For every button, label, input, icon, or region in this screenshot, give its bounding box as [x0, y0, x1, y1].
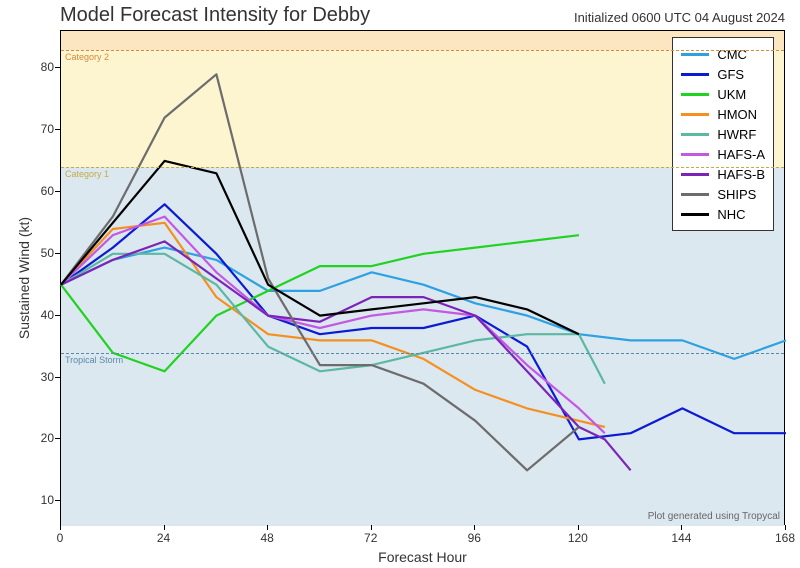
series-SHIPS: [61, 74, 579, 470]
legend-row-NHC: NHC: [681, 204, 765, 224]
legend-swatch: [681, 113, 709, 116]
threshold-ts: [61, 353, 784, 354]
legend-label: HAFS-B: [717, 167, 765, 182]
legend-swatch: [681, 193, 709, 196]
ytick: 20: [24, 431, 54, 445]
legend-label: HWRF: [717, 127, 756, 142]
legend-row-CMC: CMC: [681, 44, 765, 64]
legend-row-SHIPS: SHIPS: [681, 184, 765, 204]
xtick: 0: [57, 531, 64, 545]
ytick: 40: [24, 308, 54, 322]
legend-swatch: [681, 73, 709, 76]
ytick: 10: [24, 493, 54, 507]
legend-row-UKM: UKM: [681, 84, 765, 104]
threshold-cat1: [61, 167, 784, 168]
legend-swatch: [681, 93, 709, 96]
legend-label: GFS: [717, 67, 744, 82]
legend-label: UKM: [717, 87, 746, 102]
legend-swatch: [681, 213, 709, 216]
xtick: 24: [157, 531, 170, 545]
xtick: 120: [568, 531, 588, 545]
legend-swatch: [681, 133, 709, 136]
legend-swatch: [681, 153, 709, 156]
plot-area: Plot generated using Tropycal CMC GFS UKM H…: [60, 30, 785, 525]
legend-label: HAFS-A: [717, 147, 765, 162]
xtick: 168: [775, 531, 795, 545]
legend: CMC GFS UKM HMON HWRF HAFS-A HAFS-B SHIPS NHC: [672, 37, 774, 231]
chart-title: Model Forecast Intensity for Debby: [60, 4, 370, 27]
x-axis-label: Forecast Hour: [323, 549, 523, 565]
chart-subtitle: Initialized 0600 UTC 04 August 2024: [574, 10, 785, 25]
y-axis-label: Sustained Wind (kt): [16, 178, 32, 378]
ytick: 70: [24, 122, 54, 136]
xtick: 144: [671, 531, 691, 545]
legend-label: HMON: [717, 107, 757, 122]
ytick: 80: [24, 60, 54, 74]
xtick: 72: [364, 531, 377, 545]
legend-label: NHC: [717, 207, 745, 222]
legend-row-GFS: GFS: [681, 64, 765, 84]
xtick: 48: [260, 531, 273, 545]
legend-swatch: [681, 53, 709, 56]
legend-row-HAFS-A: HAFS-A: [681, 144, 765, 164]
legend-label: SHIPS: [717, 187, 756, 202]
legend-row-HWRF: HWRF: [681, 124, 765, 144]
band-label-cat1: Category 1: [65, 169, 109, 179]
band-label-ts: Tropical Storm: [65, 355, 123, 365]
series-HAFS-B: [61, 241, 631, 470]
credit-text: Plot generated using Tropycal: [648, 511, 780, 522]
ytick: 50: [24, 246, 54, 260]
series-GFS: [61, 204, 786, 439]
legend-row-HMON: HMON: [681, 104, 765, 124]
xtick: 96: [468, 531, 481, 545]
legend-swatch: [681, 173, 709, 176]
band-label-cat2: Category 2: [65, 52, 109, 62]
ytick: 60: [24, 184, 54, 198]
threshold-cat2: [61, 50, 784, 51]
ytick: 30: [24, 370, 54, 384]
series-NHC: [61, 161, 579, 334]
chart-container: Model Forecast Intensity for Debby Initi…: [0, 0, 800, 568]
